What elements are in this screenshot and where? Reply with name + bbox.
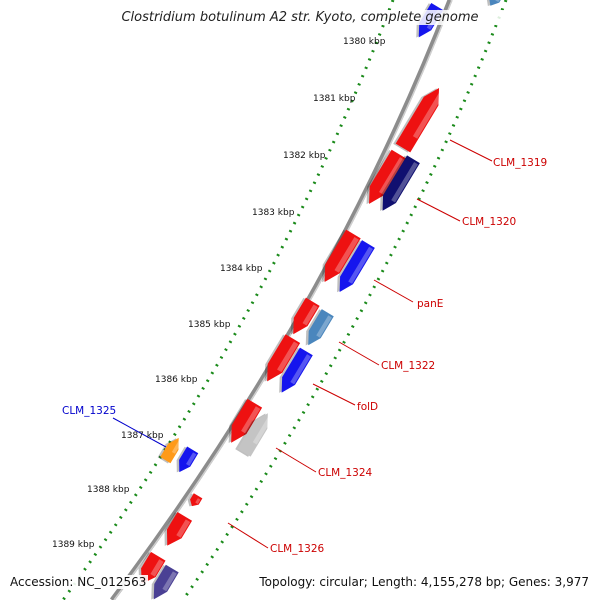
leader-clm-1320 xyxy=(416,198,461,222)
gene-body xyxy=(339,240,375,293)
topology-label: Topology: circular; Length: 4,155,278 bp… xyxy=(257,575,591,589)
gene-body xyxy=(267,334,301,382)
leader-clm-1319 xyxy=(449,139,493,162)
gene-body xyxy=(382,155,420,211)
gene-body xyxy=(231,398,263,443)
gene-clm-1326[interactable] xyxy=(157,511,193,551)
gene-clm-1324[interactable] xyxy=(235,408,274,457)
gene-label-clm-1326[interactable]: CLM_1326 xyxy=(270,543,325,555)
gene-highlight xyxy=(334,236,359,273)
gene-features xyxy=(138,0,505,600)
gene-red-c[interactable] xyxy=(284,297,320,340)
gene-body xyxy=(488,0,505,6)
gene-steel-top[interactable] xyxy=(483,0,505,10)
gene-clm-1322[interactable] xyxy=(300,308,334,350)
genome-backbone-highlight xyxy=(113,0,453,600)
ruler-label: 1384 kbp xyxy=(220,264,263,274)
gene-highlight xyxy=(171,440,182,454)
gene-label-clm-1320[interactable]: CLM_1320 xyxy=(462,216,516,228)
gene-blue-small[interactable] xyxy=(171,445,199,476)
gene-label-clm-1322[interactable]: CLM_1322 xyxy=(381,360,435,372)
gene-clm-1319[interactable] xyxy=(393,83,446,154)
gene-highlight xyxy=(290,354,311,385)
gene-labels: CLM_1319 CLM_1320 panE CLM_1322 folD CLM… xyxy=(62,157,547,555)
ruler-label: 1388 kbp xyxy=(87,485,130,495)
gene-clm-1320[interactable] xyxy=(374,154,420,215)
gene-red-e[interactable] xyxy=(221,398,263,449)
gene-highlight xyxy=(348,246,373,284)
gene-highlight xyxy=(302,304,318,326)
gene-body xyxy=(237,413,268,457)
gene-clm-1325[interactable] xyxy=(157,434,184,465)
gene-body xyxy=(190,493,203,507)
gene-highlight xyxy=(195,498,201,505)
gene-fold[interactable] xyxy=(273,347,313,398)
ruler-label: 1385 kbp xyxy=(188,320,231,330)
gene-red-d[interactable] xyxy=(257,333,301,387)
page-title: Clostridium botulinum A2 str. Kyoto, com… xyxy=(0,10,600,25)
ruler-labels: 1380 kbp 1381 kbp 1382 kbp 1383 kbp 1384… xyxy=(52,37,386,550)
leader-clm-1322 xyxy=(338,341,380,366)
inner-tick-track xyxy=(61,0,395,600)
leader-clm-1324 xyxy=(275,447,317,473)
gene-label-clm-1324[interactable]: CLM_1324 xyxy=(318,467,373,479)
ruler-label: 1389 kbp xyxy=(52,540,95,550)
gene-highlight xyxy=(277,341,299,373)
gene-body xyxy=(153,564,179,600)
gene-body xyxy=(281,347,313,393)
gene-body xyxy=(293,297,320,335)
ruler-label: 1381 kbp xyxy=(313,94,356,104)
gene-highlight xyxy=(241,406,261,434)
gene-body xyxy=(308,309,334,346)
gene-pane[interactable] xyxy=(331,239,375,297)
gene-highlight xyxy=(176,519,191,538)
leader-clm-1325 xyxy=(112,417,167,448)
gene-label-clm-1325[interactable]: CLM_1325 xyxy=(62,405,116,417)
outer-tick-track xyxy=(181,0,508,600)
genome-backbone xyxy=(110,0,453,600)
gene-highlight xyxy=(252,416,273,445)
label-leader-lines xyxy=(112,139,493,549)
gene-label-fold[interactable]: folD xyxy=(357,401,378,413)
ruler-label: 1386 kbp xyxy=(155,375,198,385)
gene-purple[interactable] xyxy=(145,564,179,600)
gene-body xyxy=(369,149,407,204)
gene-body xyxy=(160,437,179,464)
ruler-label: 1387 kbp xyxy=(121,431,164,441)
leader-clm-1326 xyxy=(227,522,269,549)
ruler-label: 1383 kbp xyxy=(252,208,295,218)
gene-body xyxy=(395,87,440,153)
gene-red-tiny[interactable] xyxy=(185,492,203,510)
ruler-label: 1382 kbp xyxy=(283,151,326,161)
ruler-label: 1380 kbp xyxy=(343,37,386,47)
gene-highlight xyxy=(379,157,405,195)
gene-red-b[interactable] xyxy=(315,229,361,288)
gene-body xyxy=(166,512,193,546)
gene-highlight xyxy=(150,559,164,577)
gene-highlight xyxy=(316,315,332,338)
gene-highlight xyxy=(412,90,445,139)
gene-label-pane[interactable]: panE xyxy=(417,298,443,310)
gene-highlight xyxy=(391,162,418,203)
gene-highlight xyxy=(186,452,197,467)
gene-red-a[interactable] xyxy=(359,149,407,210)
accession-label: Accession: NC_012563 xyxy=(8,575,149,589)
leader-pane xyxy=(373,279,414,303)
leader-fold xyxy=(312,383,356,406)
gene-highlight xyxy=(162,571,177,592)
gene-body xyxy=(179,446,199,473)
gene-label-clm-1319[interactable]: CLM_1319 xyxy=(493,157,547,169)
gene-body xyxy=(324,229,361,283)
